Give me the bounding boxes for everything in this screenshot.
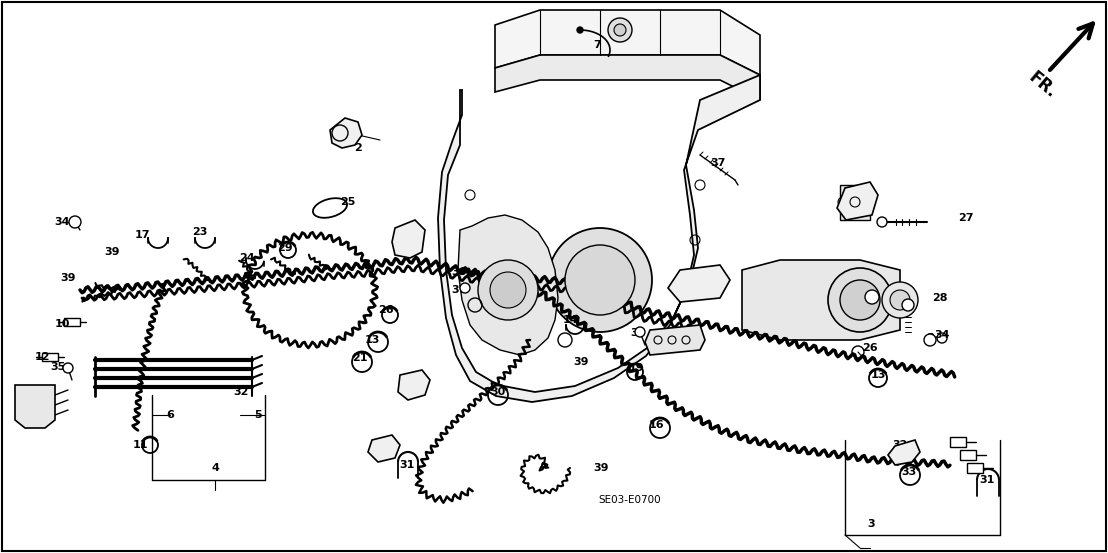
Text: 32: 32 [234,387,248,397]
Text: 29: 29 [277,243,293,253]
Text: 38: 38 [630,328,646,338]
Polygon shape [438,75,760,402]
Polygon shape [392,220,425,258]
Circle shape [865,290,879,304]
Text: 14: 14 [563,315,578,325]
Text: 2: 2 [355,143,362,153]
Text: 32: 32 [892,440,907,450]
Text: 36: 36 [451,267,466,277]
Text: 39: 39 [573,357,588,367]
Text: 39: 39 [104,247,120,257]
Text: 21: 21 [352,353,368,363]
Text: 7: 7 [593,40,601,50]
Text: 30: 30 [491,387,505,397]
Bar [64,318,80,326]
Text: 23: 23 [193,227,207,237]
Circle shape [924,334,936,346]
Polygon shape [645,325,705,355]
Circle shape [69,216,81,228]
Text: 31: 31 [399,460,414,470]
Polygon shape [368,435,400,462]
Text: 26: 26 [862,343,878,353]
Circle shape [902,299,914,311]
Text: 18: 18 [668,327,684,337]
Text: FR.: FR. [1025,68,1059,102]
Text: 37: 37 [710,158,726,168]
Text: 33: 33 [376,443,391,453]
Circle shape [882,282,919,318]
Circle shape [577,27,583,33]
Circle shape [890,290,910,310]
Text: 39: 39 [593,463,608,473]
Text: 31: 31 [979,475,995,485]
Text: 22: 22 [849,190,864,200]
Circle shape [565,245,635,315]
Polygon shape [458,215,558,355]
Bar [960,450,976,460]
Polygon shape [837,182,878,220]
Text: 1: 1 [689,283,697,293]
Text: 15: 15 [400,240,416,250]
Text: 34: 34 [934,330,950,340]
Text: 4: 4 [211,463,219,473]
Text: 35: 35 [50,362,65,372]
Circle shape [903,300,913,310]
Polygon shape [330,118,362,148]
Text: 9: 9 [31,400,39,410]
Text: 8: 8 [926,333,934,343]
Text: 33: 33 [902,467,916,477]
Polygon shape [840,185,870,220]
Polygon shape [742,260,900,340]
Circle shape [614,24,626,36]
Circle shape [878,217,888,227]
Text: 28: 28 [932,293,947,303]
Text: 3: 3 [868,519,875,529]
Polygon shape [16,385,55,428]
Text: 13: 13 [870,370,885,380]
Circle shape [608,18,632,42]
Text: SE03-E0700: SE03-E0700 [598,495,661,505]
Text: 5: 5 [254,410,261,420]
Bar [42,353,58,361]
Text: 37: 37 [451,285,466,295]
Circle shape [490,272,526,308]
Text: 13: 13 [365,335,380,345]
Circle shape [635,327,645,337]
Circle shape [548,228,652,332]
Circle shape [840,280,880,320]
Bar [950,437,966,447]
Text: 19: 19 [628,363,644,373]
Polygon shape [888,440,920,465]
Text: 10: 10 [54,319,70,329]
Circle shape [478,260,538,320]
Circle shape [460,283,470,293]
Text: 16: 16 [649,420,665,430]
Text: 12: 12 [34,352,50,362]
Polygon shape [495,55,760,100]
Circle shape [828,268,892,332]
Text: 17: 17 [134,230,150,240]
Polygon shape [668,265,730,302]
Circle shape [63,363,73,373]
Text: 25: 25 [340,197,356,207]
Bar [967,463,983,473]
Text: 39: 39 [60,273,75,283]
Text: 34: 34 [54,217,70,227]
Text: 27: 27 [958,213,974,223]
Text: 24: 24 [239,253,255,263]
Polygon shape [398,370,430,400]
Text: 26: 26 [378,305,393,315]
Polygon shape [495,10,760,75]
Text: 11: 11 [132,440,147,450]
Text: 20: 20 [402,380,418,390]
Text: 6: 6 [166,410,174,420]
Text: 11: 11 [864,290,880,300]
